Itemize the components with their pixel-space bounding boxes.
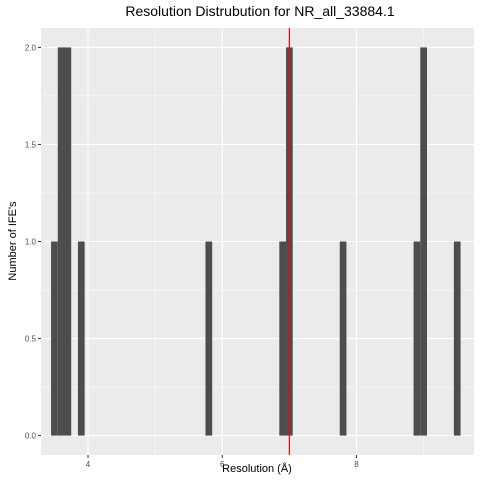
histogram-bar xyxy=(453,241,461,436)
histogram-bar xyxy=(279,241,287,436)
y-tick-label: 1.0 xyxy=(25,238,37,247)
histogram-bar xyxy=(77,241,85,436)
histogram-bar xyxy=(413,241,421,436)
histogram-bar xyxy=(339,241,347,436)
y-tick-label: 0.5 xyxy=(25,335,37,344)
chart-title: Resolution Distrubution for NR_all_33884… xyxy=(125,3,394,19)
x-tick-label: 4 xyxy=(86,460,91,469)
y-axis-ticks: 0.0 0.5 1.0 1.5 2.0 xyxy=(25,43,41,441)
major-gridlines xyxy=(41,28,474,455)
y-tick-label: 0.0 xyxy=(25,432,37,441)
histogram-bar xyxy=(51,241,58,436)
x-axis-label: Resolution (Å) xyxy=(222,462,292,475)
y-tick-label: 2.0 xyxy=(25,43,37,52)
histogram-bar xyxy=(64,47,72,436)
histogram-bar xyxy=(420,47,428,436)
y-tick-label: 1.5 xyxy=(25,140,37,149)
histogram-bar xyxy=(205,241,213,436)
x-axis-ticks: 4 6 8 xyxy=(86,455,359,469)
histogram-bar xyxy=(57,47,65,436)
y-axis-label: Number of IFE's xyxy=(7,201,19,281)
x-tick-label: 6 xyxy=(220,460,225,469)
x-tick-label: 8 xyxy=(354,460,359,469)
